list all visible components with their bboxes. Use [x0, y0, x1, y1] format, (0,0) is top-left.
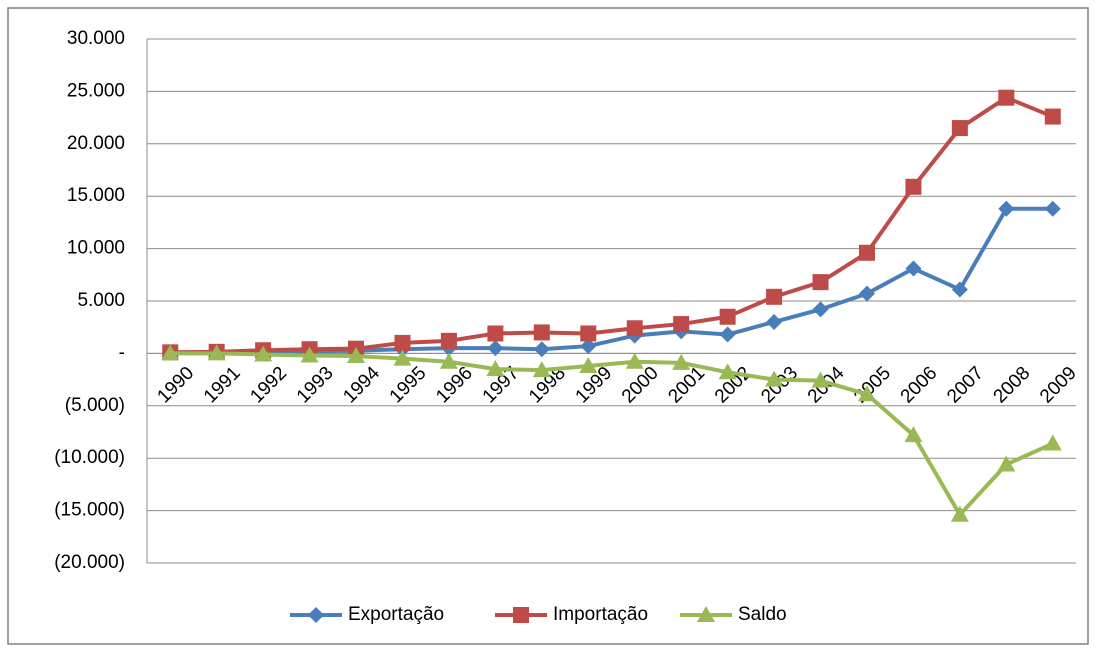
- point: [718, 363, 737, 380]
- point: [858, 285, 875, 302]
- legend-label: Exportação: [348, 604, 444, 625]
- legend-marker: [308, 607, 324, 623]
- point: [998, 89, 1015, 106]
- point: [393, 349, 412, 366]
- point: [439, 352, 458, 369]
- y-tick-label: (20.000): [54, 552, 125, 573]
- point: [347, 347, 366, 364]
- point: [719, 326, 736, 343]
- point: [532, 361, 551, 378]
- point: [766, 288, 783, 305]
- point: [812, 274, 829, 291]
- y-tick-label: (10.000): [54, 447, 125, 468]
- y-tick-label: 20.000: [67, 133, 125, 154]
- legend-marker: [513, 607, 529, 623]
- point: [1043, 434, 1062, 451]
- point: [207, 344, 226, 361]
- point: [951, 281, 968, 298]
- point: [300, 346, 319, 363]
- y-tick-label: 30.000: [67, 28, 125, 49]
- legend-marker: [697, 606, 715, 622]
- point: [254, 345, 273, 362]
- point: [811, 371, 830, 388]
- point: [1044, 200, 1061, 217]
- point: [951, 120, 968, 137]
- y-tick-label: 15.000: [67, 185, 125, 206]
- point: [580, 338, 597, 355]
- point: [626, 320, 643, 337]
- y-tick-label: -: [119, 342, 125, 363]
- y-tick-label: (15.000): [54, 500, 125, 521]
- y-tick-label: 25.000: [67, 80, 125, 101]
- point: [905, 178, 922, 195]
- point: [625, 352, 644, 369]
- point: [765, 370, 784, 387]
- point: [1044, 108, 1061, 125]
- point: [533, 324, 550, 341]
- y-tick-label: (5.000): [65, 395, 125, 416]
- legend-label: Saldo: [738, 604, 787, 625]
- point: [672, 353, 691, 370]
- y-tick-label: 5.000: [77, 290, 125, 311]
- point: [719, 308, 736, 325]
- point: [440, 332, 457, 349]
- point: [161, 344, 180, 361]
- legend-label: Importação: [553, 604, 648, 625]
- point: [487, 325, 504, 342]
- point: [673, 316, 690, 333]
- point: [857, 385, 876, 402]
- point: [766, 313, 783, 330]
- point: [579, 356, 598, 373]
- point: [533, 341, 550, 358]
- point: [487, 340, 504, 357]
- point: [904, 426, 923, 443]
- point: [394, 334, 411, 351]
- point: [580, 325, 597, 342]
- point: [997, 455, 1016, 472]
- point: [905, 260, 922, 277]
- point: [998, 200, 1015, 217]
- point: [812, 301, 829, 318]
- series-line: [170, 351, 1054, 517]
- point: [858, 244, 875, 261]
- y-tick-label: 10.000: [67, 238, 125, 259]
- point: [486, 360, 505, 377]
- point: [950, 505, 969, 522]
